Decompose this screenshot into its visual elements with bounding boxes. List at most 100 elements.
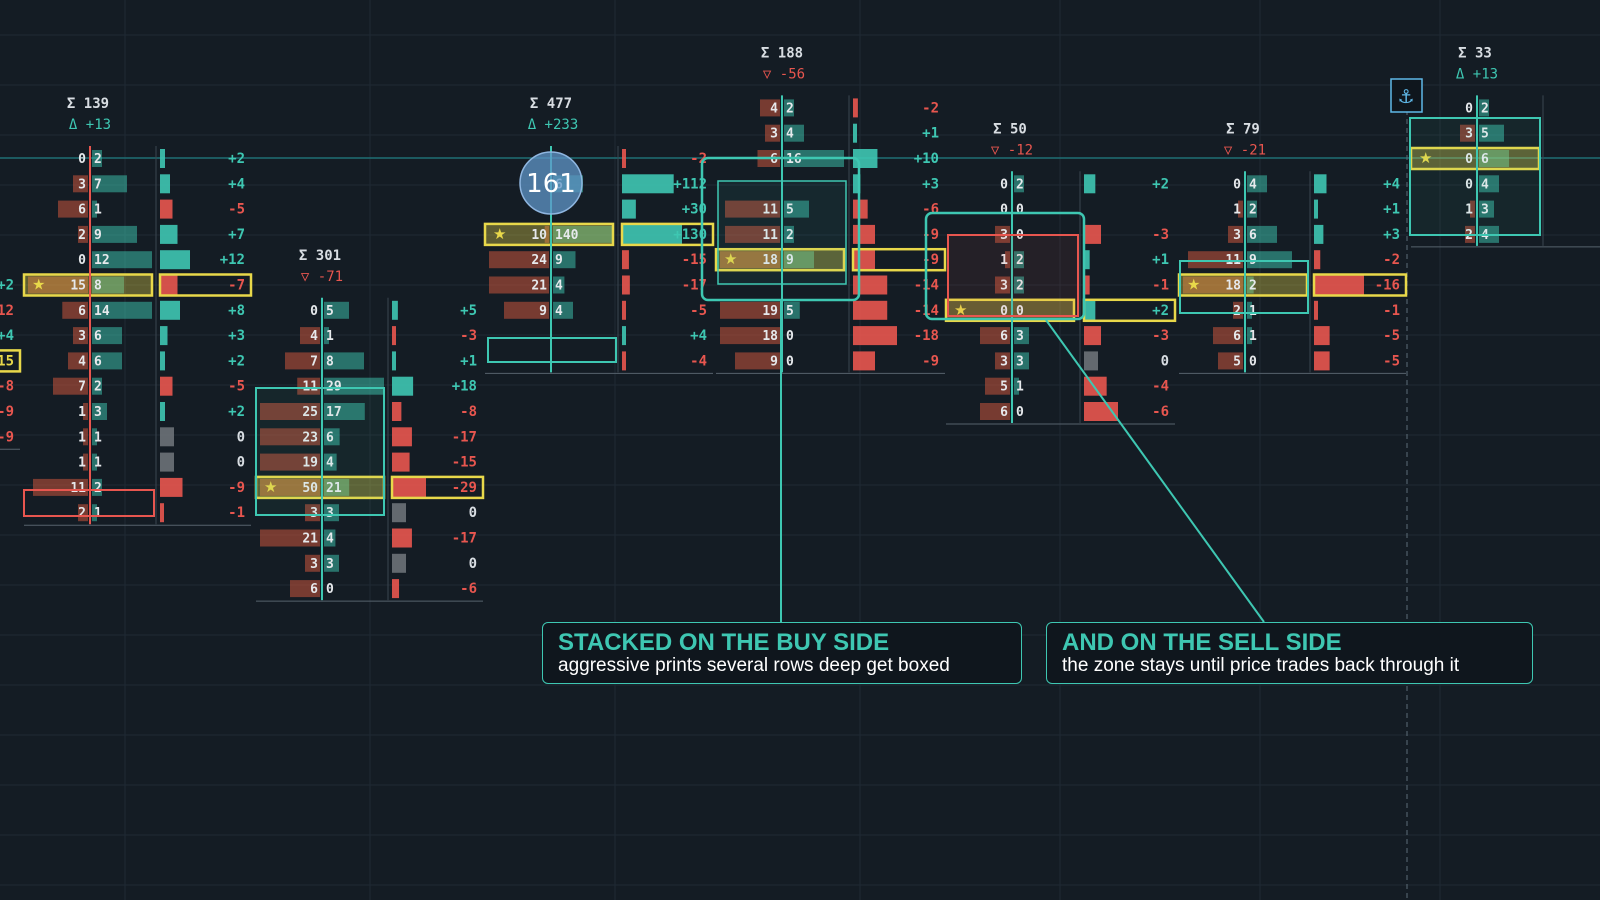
cluster-row: +2 [0,278,14,294]
ask-volume: 3 [326,557,334,572]
delta-bar [1084,326,1101,346]
delta-bar [1314,199,1318,219]
row-delta: -9 [0,429,14,445]
ask-volume: 1 [94,506,102,521]
callout-buy-subtitle: aggressive prints several rows deep get … [558,655,950,676]
cluster-row: 23 6 -17 [260,427,477,447]
callout-sell-side: AND ON THE SELL SIDE the zone stays unti… [1046,622,1533,684]
ask-volume: 2 [1016,279,1024,294]
row-delta: -5 [1383,328,1400,344]
delta-bar [1314,174,1327,194]
row-delta: -4 [1152,379,1169,395]
bid-volume: 3 [310,557,318,572]
cluster-row: 0 5 +5 [310,300,477,320]
bid-volume: 9 [770,354,778,369]
delta-bar [160,300,180,320]
bid-volume: 2 [78,228,86,243]
bid-volume-bar [1005,251,1010,269]
cluster-volume-total: Σ 79 [1226,121,1260,137]
delta-bar [1084,224,1101,244]
ask-volume-bar [324,403,365,420]
bid-volume: 4 [310,329,318,344]
delta-bar [392,553,406,573]
bid-volume-bar [73,175,88,193]
star-icon: ★ [954,301,967,319]
poc-highlight [483,222,615,247]
ask-volume: 2 [94,380,102,395]
bid-volume-bar [985,377,1010,395]
bid-volume: 3 [1000,279,1008,294]
row-delta: +4 [1383,176,1400,192]
bid-volume: 0 [1465,177,1473,192]
poc-highlight [714,247,846,272]
bid-volume: 6 [310,582,318,597]
bid-volume-bar [725,225,780,243]
bid-volume: 1 [78,456,86,471]
bid-volume-bar [1470,200,1475,218]
cluster-row: 13 [1465,200,1494,218]
bid-volume: 0 [78,253,86,268]
callout-leader-line [1045,319,1265,623]
ask-volume: 8 [94,279,102,294]
delta-bar [160,275,178,295]
delta-bar [1314,300,1318,320]
ask-volume-bar [1014,276,1024,294]
ask-volume-bar [92,377,102,395]
ask-volume: 2 [94,481,102,496]
cluster-row: 7 8 +1 [285,351,477,371]
ask-volume: 3 [1016,354,1024,369]
row-delta: +1 [922,126,939,142]
cluster-row: 3 6 +3 [73,326,245,346]
ask-volume-bar [1247,276,1254,294]
ask-volume: 2 [786,228,794,243]
delta-bar [160,376,173,396]
bid-volume-bar [980,403,1010,420]
row-delta: -9 [228,480,245,496]
ask-volume: 5 [326,304,334,319]
bid-volume: 50 [302,481,318,496]
bid-volume: 2 [78,506,86,521]
cluster-row: 3 4 +1 [765,123,939,143]
row-delta: +12 [220,252,245,268]
cluster: Σ 188▽ -5642-234+1616+10+3115-6112-9★189… [714,45,947,374]
ask-volume-bar [324,377,384,395]
delta-bar [622,149,626,168]
ask-volume-bar [1479,200,1494,218]
ask-volume: 9 [555,253,563,268]
ask-volume-bar [324,428,340,446]
bid-volume: 0 [78,152,86,167]
bid-volume: 3 [1000,354,1008,369]
cluster-row: 6 3 -3 [980,326,1169,346]
cluster-volume-total: Σ 33 [1458,45,1492,61]
row-delta: -1 [1152,278,1169,294]
bid-volume-bar [260,428,320,446]
bid-volume-bar [1218,352,1243,370]
ask-volume-bar [553,276,565,294]
ask-volume: 12 [94,253,110,268]
ask-volume-bar [324,327,329,345]
row-delta: -17 [682,278,707,294]
buy-imbalance-box [487,337,617,363]
anchor-button[interactable]: ⚓ [1390,78,1423,113]
row-delta: -3 [1152,227,1169,243]
row-delta: -5 [228,202,245,218]
ask-volume: 1 [326,329,334,344]
ask-volume-bar [1247,225,1277,243]
ask-volume: 1 [1016,380,1024,395]
ask-volume: 4 [1249,177,1257,192]
delta-bar [392,402,402,421]
bid-volume-bar [78,225,88,243]
delta-bar [160,351,165,371]
ask-volume-bar [324,529,336,547]
bid-volume-bar [489,276,549,294]
cluster-row: 15 [0,349,22,373]
ask-volume-bar [92,428,97,446]
delta-highlight [0,349,22,373]
ask-volume: 16 [786,152,802,167]
star-icon: ★ [32,276,45,294]
ask-volume-bar [92,327,122,345]
price-bubble [519,151,583,215]
cluster-row: 7 2 -5 [53,376,245,396]
